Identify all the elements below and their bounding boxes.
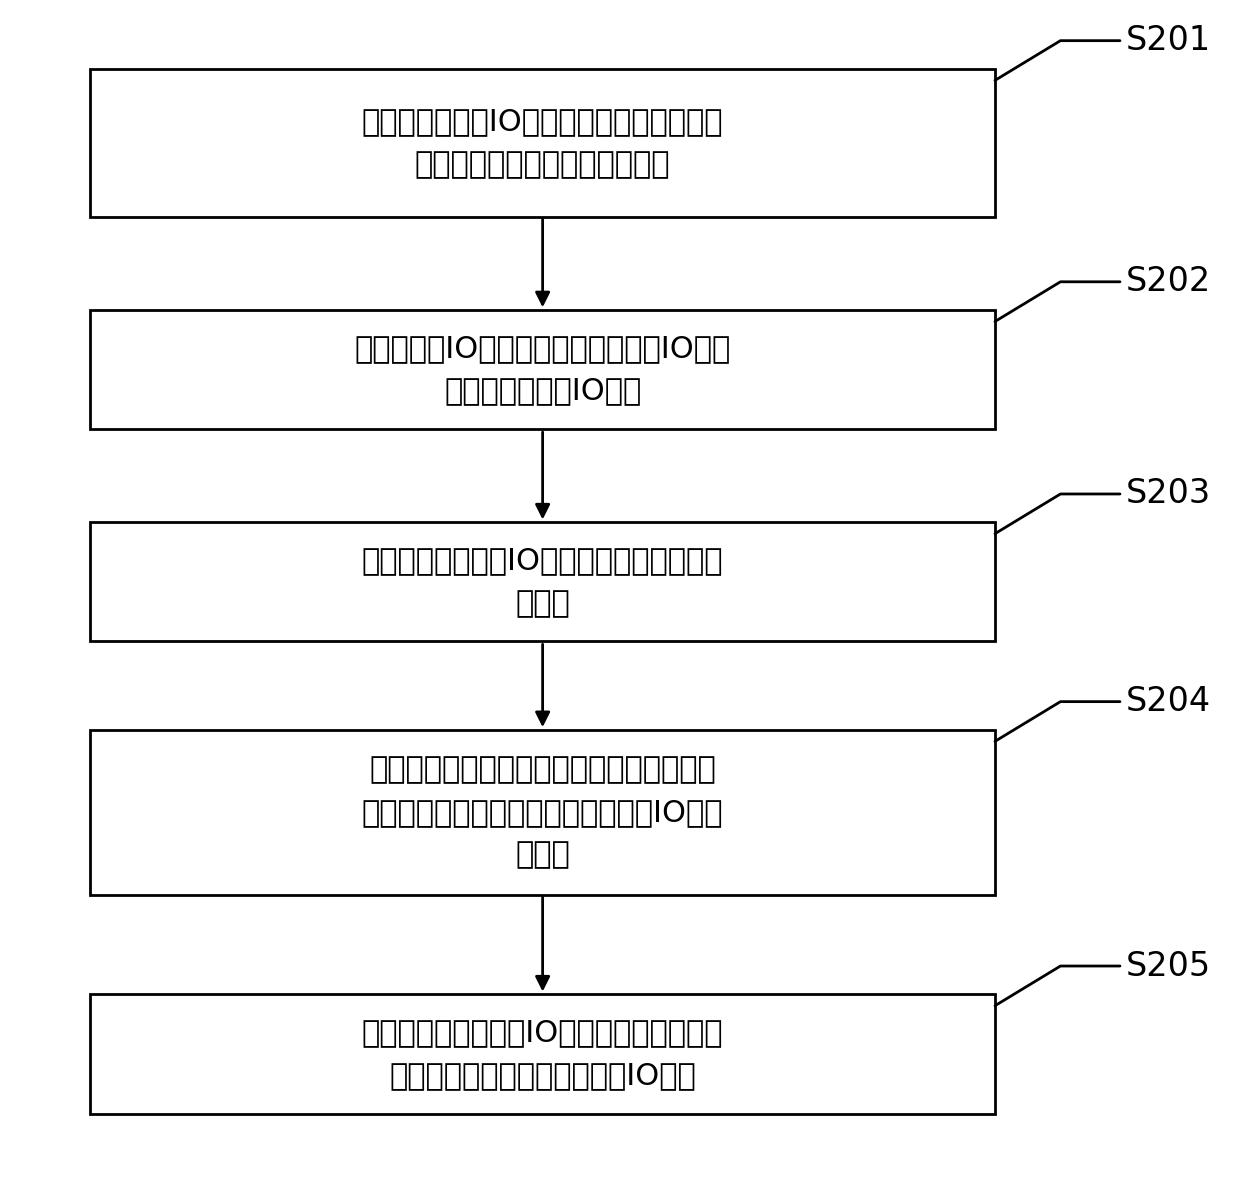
- Bar: [91, 730, 994, 895]
- Text: S205: S205: [1126, 949, 1211, 982]
- Text: 接收顺序读IO的指令，并将该顺序读IO加入
到所属的顺序读IO队列: 接收顺序读IO的指令，并将该顺序读IO加入 到所属的顺序读IO队列: [355, 333, 730, 405]
- Text: 若是，则根据当前预读状态参数，通过动态
调整第二预读深度参数以调整顺序读IO的预
读深度: 若是，则根据当前预读状态参数，通过动态 调整第二预读深度参数以调整顺序读IO的预…: [362, 755, 723, 870]
- Text: S201: S201: [1126, 24, 1211, 57]
- Text: 接收调整顺序读IO的第一预读深度参数的指
令，并按照该指令进行参数配置: 接收调整顺序读IO的第一预读深度参数的指 令，并按照该指令进行参数配置: [362, 106, 723, 178]
- Text: 按照调整后的顺序读IO的预读深度，调用后
端存储接口从存储阵列中读取IO数据: 按照调整后的顺序读IO的预读深度，调用后 端存储接口从存储阵列中读取IO数据: [362, 1018, 723, 1090]
- Text: S203: S203: [1126, 478, 1211, 511]
- Bar: [91, 310, 994, 429]
- Text: S204: S204: [1126, 686, 1211, 719]
- Bar: [91, 69, 994, 216]
- Bar: [91, 522, 994, 642]
- Text: 判断队列中顺序读IO的数量是否大于预置目
标数量: 判断队列中顺序读IO的数量是否大于预置目 标数量: [362, 546, 723, 618]
- Bar: [91, 994, 994, 1113]
- Text: S202: S202: [1126, 265, 1211, 298]
